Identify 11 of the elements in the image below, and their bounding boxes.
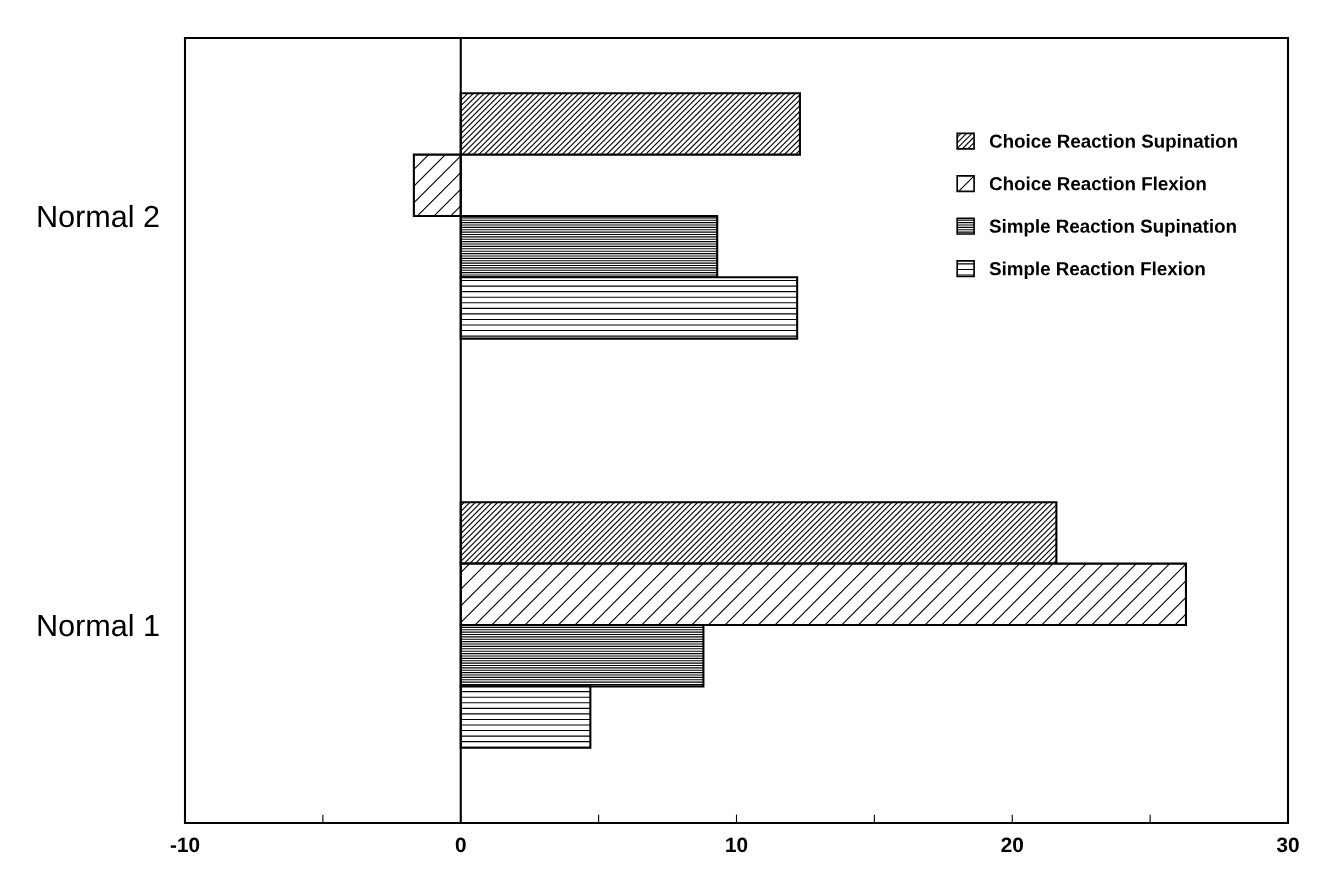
- y-tick-label: Normal 2: [38, 204, 159, 228]
- x-tick-label: 20: [1001, 837, 1023, 853]
- x-tick-label: 10: [726, 837, 748, 853]
- legend-label: Choice Reaction Supination: [989, 134, 1237, 152]
- legend-label: Simple Reaction Supination: [989, 219, 1236, 237]
- legend-label: Choice Reaction Flexion: [989, 176, 1206, 191]
- x-tick-label: 30: [1276, 837, 1299, 853]
- x-tick-label: 0: [455, 837, 466, 853]
- legend-label: Simple Reaction Flexion: [989, 261, 1205, 280]
- y-tick-label: Normal 1: [38, 613, 159, 637]
- x-tick-label: -10: [170, 837, 200, 853]
